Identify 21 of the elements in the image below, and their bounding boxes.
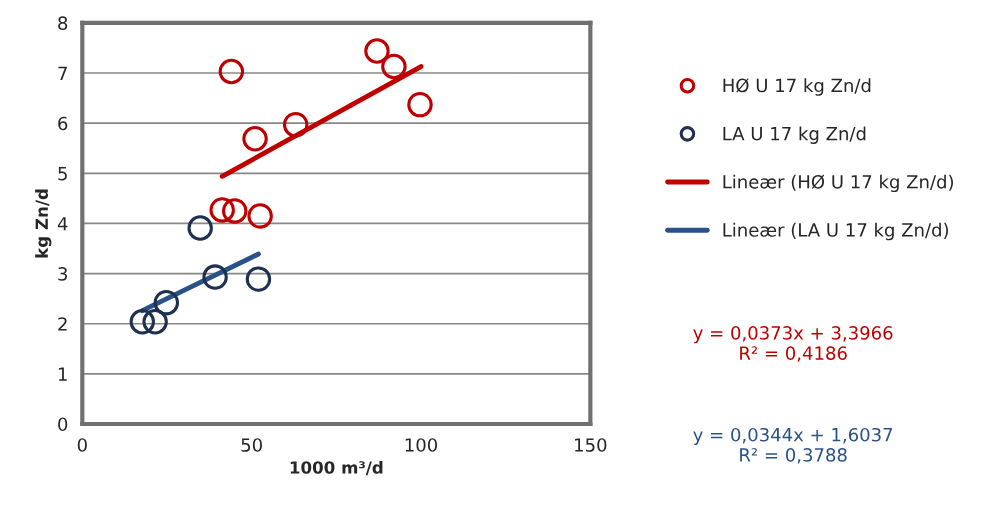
text: y = 0,0373x + 3,3966 R² = 0,4186 [693,326,893,362]
legend-label: LA U 17 kg Zn/d [723,126,866,144]
y-tick-label: 7 [58,66,67,80]
y-tick-label: 1 [58,367,67,381]
x-axis-title: 1000 m³/d [290,460,383,476]
x-tick-label: 0 [77,438,87,452]
legend-label: Lineær (LA U 17 kg Zn/d) [723,222,949,241]
y-tick-label: 2 [58,317,67,331]
y-tick-label: 8 [58,16,68,31]
x-tick-label: 100 [405,438,438,452]
y-tick-label: 6 [58,116,68,131]
y-tick-label: 5 [58,167,67,181]
x-tick-label: 150 [575,438,607,452]
y-tick-label: 4 [57,217,68,231]
text: y = 0,0344x + 1,6037 R² = 0,3788 [693,427,893,464]
legend-label: Lineær (HØ U 17 kg Zn/d) [723,174,953,193]
y-tick-label: 3 [58,267,67,281]
x-tick-label: 50 [241,438,262,452]
legend-label: HØ U 17 kg Zn/d [723,78,871,96]
y-axis-title: kg Zn/d [35,189,52,258]
y-tick-label: 0 [58,417,68,432]
